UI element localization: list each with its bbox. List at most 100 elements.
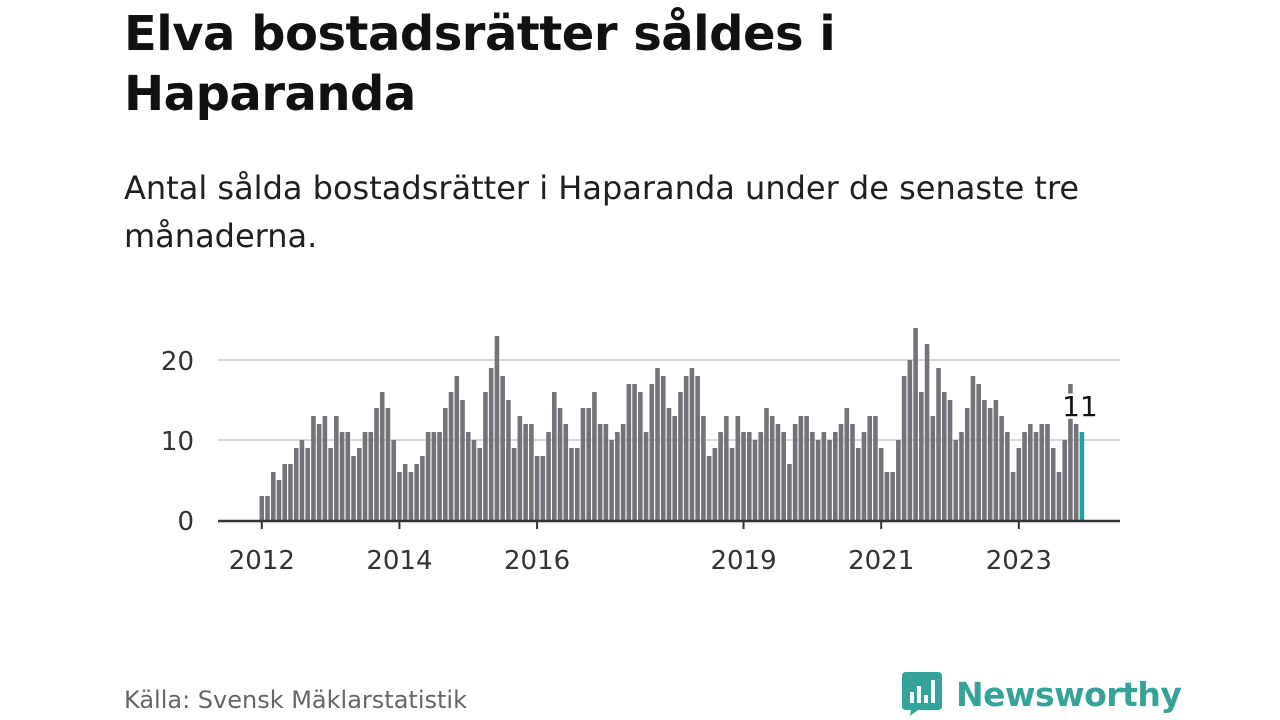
bar <box>1010 472 1016 520</box>
bar <box>270 472 276 520</box>
bar <box>615 432 620 520</box>
bar <box>982 400 987 520</box>
bar <box>764 408 769 520</box>
bar <box>368 432 374 520</box>
bar <box>1073 424 1079 520</box>
bar <box>563 424 569 520</box>
bar <box>454 376 460 520</box>
bar <box>529 424 534 520</box>
y-tick-label: 20 <box>161 347 194 377</box>
bar <box>689 368 695 520</box>
bar <box>471 440 477 520</box>
bar <box>781 432 786 520</box>
bar <box>402 464 408 520</box>
bar <box>1068 384 1073 520</box>
bar <box>746 432 752 520</box>
bar <box>964 408 970 520</box>
bar <box>815 440 821 520</box>
bar <box>924 344 930 520</box>
bar <box>385 408 391 520</box>
bar <box>265 496 270 520</box>
bar <box>672 416 678 520</box>
bar <box>431 432 437 520</box>
bar <box>919 392 924 520</box>
brand-logo-link[interactable]: Newsworthy <box>902 670 1182 718</box>
bar <box>305 448 310 520</box>
bar <box>517 416 523 520</box>
bar <box>638 392 643 520</box>
bar <box>936 368 941 520</box>
bar <box>775 424 781 520</box>
bar <box>408 472 414 520</box>
bar <box>769 416 775 520</box>
bar <box>1016 448 1022 520</box>
bar <box>540 456 546 520</box>
bar <box>752 440 758 520</box>
tick-labels: 0 10 20 2012 2014 2016 2019 2021 2023 11 <box>161 347 1100 576</box>
bar <box>420 456 425 520</box>
bar <box>569 448 574 520</box>
bar <box>460 400 465 520</box>
bar <box>597 424 603 520</box>
bar <box>896 440 901 520</box>
bar <box>506 400 511 520</box>
bar <box>706 456 712 520</box>
bar <box>999 416 1004 520</box>
x-tick-label: 2014 <box>366 546 432 576</box>
bar <box>299 440 305 520</box>
bar <box>357 448 362 520</box>
y-tick-label: 10 <box>161 427 194 457</box>
bar <box>1027 424 1033 520</box>
bar <box>660 376 666 520</box>
bar <box>678 392 683 520</box>
bar <box>443 408 448 520</box>
bar <box>500 376 505 520</box>
bar <box>913 328 918 520</box>
bar <box>907 360 913 520</box>
bar <box>557 408 563 520</box>
bar <box>884 472 890 520</box>
bar <box>1062 440 1067 520</box>
axes <box>218 519 1120 529</box>
bar <box>666 408 672 520</box>
bar <box>833 432 838 520</box>
bar <box>437 432 442 520</box>
bar <box>334 416 339 520</box>
bar <box>695 376 700 520</box>
bar <box>930 416 936 520</box>
bar <box>1033 432 1039 520</box>
bar <box>712 448 718 520</box>
bar <box>414 464 419 520</box>
bar <box>821 432 827 520</box>
bar <box>844 408 850 520</box>
bar <box>374 408 379 520</box>
bar <box>288 464 293 520</box>
bar-highlight <box>1079 432 1085 520</box>
bar <box>362 432 368 520</box>
bar <box>483 392 488 520</box>
bar-series <box>259 328 1085 520</box>
bar <box>941 392 947 520</box>
brand-name: Newsworthy <box>956 674 1182 714</box>
bar <box>293 448 299 520</box>
bar <box>701 416 706 520</box>
bar <box>1050 448 1056 520</box>
latest-value-label: 11 <box>1062 390 1098 423</box>
bar <box>724 416 729 520</box>
x-tick-label: 2023 <box>986 546 1052 576</box>
bar <box>741 432 746 520</box>
bar <box>970 376 976 520</box>
bar <box>328 448 333 520</box>
bar <box>850 424 855 520</box>
bar <box>959 432 964 520</box>
bar <box>827 440 832 520</box>
source-credit: Källa: Svensk Mäklarstatistik <box>124 686 467 714</box>
bar <box>345 432 351 520</box>
x-tick-label: 2016 <box>504 546 570 576</box>
bar <box>397 472 402 520</box>
bar <box>586 408 591 520</box>
bar <box>1056 472 1062 520</box>
bar <box>1045 424 1050 520</box>
x-tick-label: 2012 <box>229 546 295 576</box>
bar <box>322 416 328 520</box>
